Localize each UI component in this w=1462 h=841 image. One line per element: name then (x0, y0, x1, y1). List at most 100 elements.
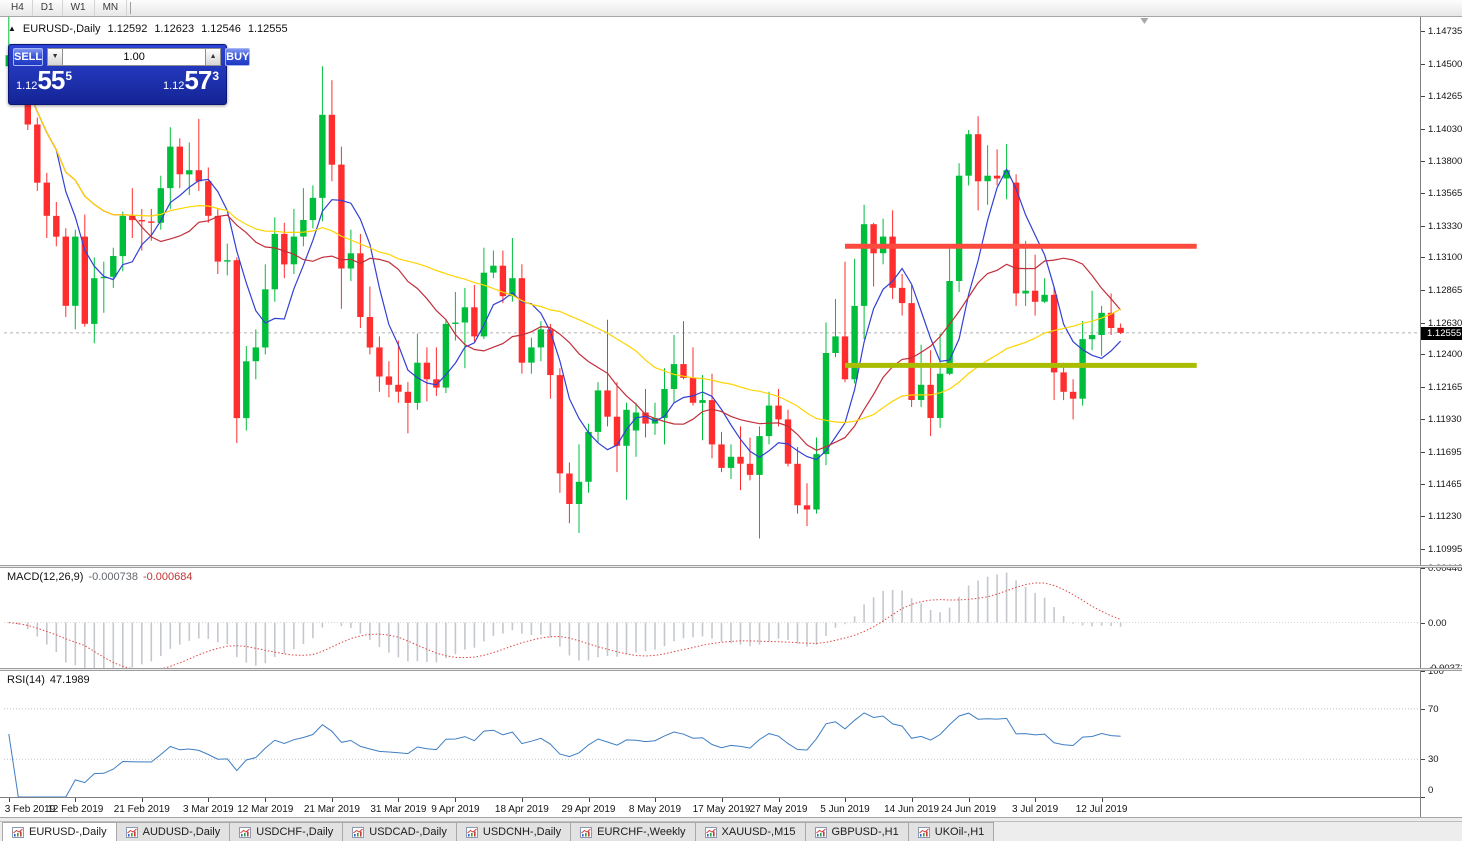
chart-tab-icon (704, 826, 717, 838)
tab-label: GBPUSD-,H1 (831, 826, 899, 838)
price-axis-label-tick (1421, 290, 1425, 291)
buy-price-big: 57 (184, 65, 212, 95)
ohlc-close: 1.12555 (247, 23, 288, 35)
rsi-axis-label-tick (1421, 759, 1425, 761)
tab-label: USDCHF-,Daily (256, 826, 334, 838)
chart-tab-usdchf-daily[interactable]: USDCHF-,Daily (229, 822, 344, 841)
time-axis-label: 27 May 2019 (749, 804, 808, 815)
chart-tab-xauusd-m15[interactable]: XAUUSD-,M15 (694, 822, 806, 841)
price-axis-label: 1.13100 (1428, 252, 1462, 264)
price-axis-label-tick (1421, 96, 1425, 98)
macd-axis-label: 0.004465 (1428, 563, 1462, 574)
time-axis-tick (455, 798, 457, 802)
chart-tab-eurchf-weekly[interactable]: EURCHF-,Weekly (570, 822, 696, 841)
chart-tab-bar: EURUSD-,Daily AUDUSD-,Daily USDCHF-,Daily U… (0, 821, 1462, 841)
chart-shift-marker (1140, 18, 1149, 24)
tab-label: USDCNH-,Daily (482, 826, 562, 838)
macd-panel[interactable]: MACD(12,26,9) -0.000738 -0.000684 (0, 568, 1420, 668)
price-axis-label-tick (1421, 31, 1425, 32)
chart-tab-usdcnh-daily[interactable]: USDCNH-,Daily (455, 822, 572, 841)
one-click-controls-row: SELL ▼ ▲ BUY (9, 45, 251, 66)
chart-tab-eurusd-daily[interactable]: EURUSD-,Daily (2, 822, 117, 841)
chart-tab-icon (12, 826, 24, 838)
macd-axis-label: 0.00 (1428, 617, 1447, 629)
time-axis-label: 12 Feb 2019 (47, 804, 104, 815)
rsi-panel[interactable]: RSI(14) 47.1989 (0, 671, 1420, 797)
time-axis-label: 31 Mar 2019 (370, 804, 427, 815)
price-axis-label: 1.10995 (1428, 543, 1462, 555)
time-axis-label: 24 Jun 2019 (941, 804, 997, 815)
ma-mid-line (8, 54, 1122, 451)
volume-input[interactable] (63, 48, 206, 66)
time-axis-tick (331, 798, 333, 802)
time-axis-label: 3 Feb 2019 (4, 804, 56, 815)
timeframe-button-mn[interactable]: MN (95, 0, 128, 16)
volume-decrease-button[interactable]: ▼ (47, 48, 64, 66)
chart-tab-icon (125, 826, 138, 838)
chart-tab-icon (352, 826, 365, 838)
ohlc-open: 1.12592 (107, 23, 148, 35)
one-click-trading-widget: SELL ▼ ▲ BUY 1.12555 1.12573 (8, 44, 251, 105)
price-axis-label-tick (1421, 548, 1425, 550)
rsi-axis-label-tick (1421, 708, 1425, 710)
price-axis[interactable]: 1.14735 1.14500 1.14265 1.14030 1.13800 1.135… (1420, 17, 1462, 817)
chart-tab-usdcad-daily[interactable]: USDCAD-,Daily (342, 822, 457, 841)
time-axis-label: 21 Mar 2019 (303, 804, 360, 815)
timeframe-toolbar: H4 D1 W1 MN (0, 0, 1462, 17)
status-strip (0, 817, 1462, 821)
rsi-value: 47.1989 (49, 674, 90, 686)
time-axis[interactable]: 3 Feb 2019 12 Feb 2019 21 Feb 2019 3 Mar 20… (0, 797, 1420, 817)
time-axis-label: 18 Apr 2019 (494, 804, 549, 815)
sell-price-sup: 5 (65, 69, 73, 83)
main-chart-panel[interactable]: ▲ EURUSD-,Daily 1.12592 1.12623 1.12546 … (0, 17, 1420, 565)
sell-button[interactable]: SELL (13, 48, 44, 66)
rsi-line (8, 712, 1121, 797)
tab-label: UKOil-,H1 (934, 826, 985, 838)
price-axis-label-tick (1421, 452, 1425, 453)
time-axis-tick (75, 798, 77, 802)
rsi-axis-label-tick (1421, 797, 1425, 798)
macd-chart (4, 572, 1420, 668)
timeframe-button-d1[interactable]: D1 (33, 0, 63, 16)
price-axis-label: 1.11230 (1428, 511, 1462, 523)
time-axis-tick (1101, 798, 1103, 802)
sell-price-prefix: 1.12 (16, 80, 38, 92)
timeframe-button-w1[interactable]: W1 (63, 0, 95, 16)
price-axis-label: 1.14735 (1428, 26, 1462, 37)
price-axis-label: 1.12630 (1428, 317, 1462, 329)
sell-price: 1.12555 (16, 65, 72, 95)
price-axis-label: 1.12400 (1428, 349, 1462, 361)
sell-price-big: 55 (37, 65, 65, 95)
chart-tab-ukoil-h1[interactable]: UKOil-,H1 (907, 822, 995, 841)
time-axis-label: 8 May 2019 (628, 804, 682, 815)
timeframe-button-h4[interactable]: H4 (3, 0, 33, 16)
price-axis-label: 1.14030 (1428, 123, 1462, 135)
chart-tab-audusd-daily[interactable]: AUDUSD-,Daily (115, 822, 231, 841)
tab-label: AUDUSD-,Daily (142, 826, 221, 838)
buy-button[interactable]: BUY (225, 48, 251, 66)
price-axis-label-tick (1421, 516, 1425, 518)
chart-tab-gbpusd-h1[interactable]: GBPUSD-,H1 (804, 822, 909, 841)
time-axis-tick (141, 798, 143, 802)
panel-splitter-macd[interactable] (0, 565, 1462, 568)
time-axis-label: 12 Mar 2019 (237, 804, 294, 815)
ma-slow-line (8, 54, 1121, 424)
macd-histogram (8, 572, 1122, 668)
macd-label: MACD(12,26,9) -0.000738 -0.000684 (7, 571, 198, 583)
tab-label: XAUUSD-,M15 (721, 826, 796, 838)
time-axis-tick (968, 798, 970, 802)
time-axis-label: 17 May 2019 (692, 804, 751, 815)
price-axis-label: 1.13800 (1428, 155, 1462, 167)
volume-increase-button[interactable]: ▲ (205, 48, 222, 66)
panel-splitter-rsi[interactable] (0, 668, 1462, 671)
time-axis-label: 3 Jul 2019 (1012, 804, 1059, 815)
price-axis-label-tick (1421, 419, 1425, 421)
time-axis-tick (1035, 798, 1037, 802)
rsi-axis-label: 70 (1428, 703, 1439, 715)
time-axis-tick (588, 798, 590, 802)
ma-fast-line (8, 54, 1122, 461)
price-axis-label: 1.13330 (1428, 220, 1462, 232)
one-click-collapse-icon[interactable]: ▲ (8, 23, 16, 33)
time-axis-tick (521, 798, 523, 802)
